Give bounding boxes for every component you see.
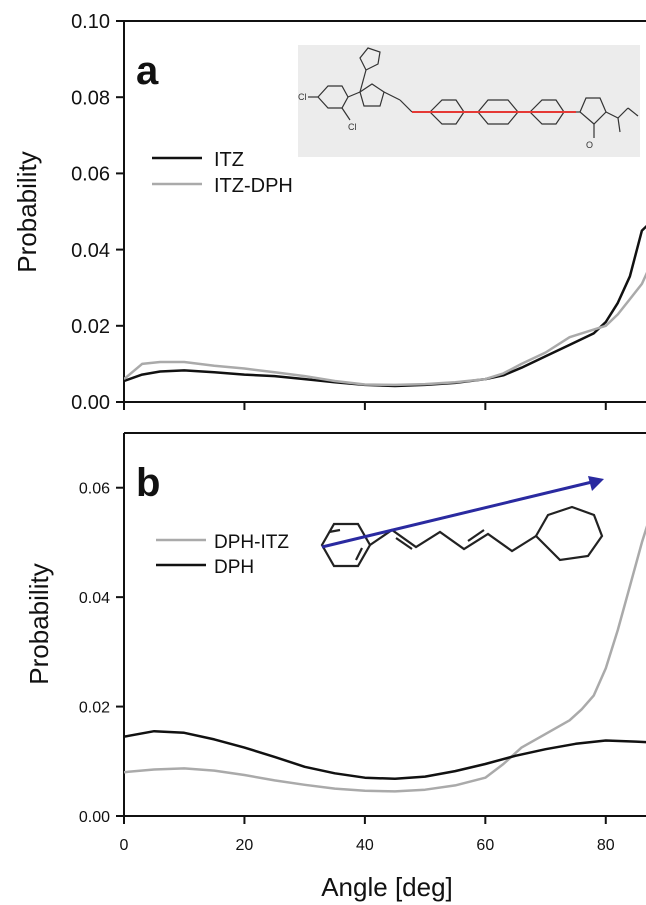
- y-tick-label: 0.04: [71, 240, 110, 262]
- series-line-dph-itz: [124, 525, 646, 793]
- dph-hexatriene-chain: [369, 528, 537, 553]
- y-tick-label: 0.08: [71, 87, 110, 109]
- series-line-dph: [124, 729, 646, 781]
- legend-label-dph-itz: DPH-ITZ: [214, 532, 289, 553]
- y-tick-label: 0.00: [79, 809, 110, 826]
- y-tick-label: 0.06: [79, 480, 110, 497]
- triazole-ring-top: [359, 47, 381, 71]
- dph-vector-arrowhead: [588, 476, 604, 491]
- panel-b-data-lines: [124, 525, 646, 793]
- itz-structure-inset: Cl Cl O: [298, 45, 640, 157]
- panel-a-legend: ITZ ITZ-DPH: [152, 149, 293, 197]
- panel-b-letter: b: [136, 461, 160, 505]
- series-line-itz: [124, 224, 646, 388]
- dph-phenyl-ring-right: [534, 505, 604, 562]
- panel-a-y-ticks: 0.00 0.02 0.04 0.06 0.08 0.10: [71, 11, 124, 414]
- legend-label-itz: ITZ: [214, 149, 244, 171]
- x-tick-label: 80: [597, 837, 615, 854]
- oxygen-atom-label: O: [586, 140, 593, 150]
- y-tick-label: 0.04: [79, 590, 110, 607]
- dioxolane-ring: [359, 83, 385, 107]
- chlorine-atom-label-1: Cl: [298, 92, 307, 102]
- itz-inset-background: [298, 45, 640, 157]
- dph-structure-inset: [320, 476, 604, 568]
- panel-b-x-ticks: 0 20 40 60 80: [120, 816, 615, 854]
- x-tick-label: 60: [476, 837, 494, 854]
- panel-a-data-lines: [124, 224, 646, 388]
- panel-b-y-ticks: 0.00 0.02 0.04 0.06: [79, 480, 124, 826]
- legend-label-dph: DPH: [214, 557, 254, 578]
- y-tick-label: 0.00: [71, 392, 110, 414]
- chlorine-atom-label-2: Cl: [348, 122, 357, 132]
- panel-b-y-axis-label: Probability: [24, 563, 54, 684]
- y-tick-label: 0.02: [71, 316, 110, 338]
- y-tick-label: 0.02: [79, 699, 110, 716]
- panel-b-legend: DPH-ITZ DPH: [156, 532, 289, 578]
- y-tick-label: 0.06: [71, 164, 110, 186]
- x-tick-label: 40: [356, 837, 374, 854]
- triazolone-ring: [579, 97, 607, 125]
- y-tick-label: 0.10: [71, 11, 110, 33]
- panel-b: 0.00 0.02 0.04 0.06 0 20 40 60 80 b Probability…: [24, 432, 646, 854]
- panel-a-x-ticks: [123, 402, 607, 410]
- x-tick-label: 0: [120, 837, 129, 854]
- x-tick-label: 20: [236, 837, 254, 854]
- panel-a: 0.00 0.02 0.04 0.06 0.08 0.10 a Probability I…: [12, 11, 646, 414]
- x-axis-label: Angle [deg]: [321, 872, 453, 902]
- panel-a-y-axis-label: Probability: [12, 151, 42, 272]
- legend-label-itz-dph: ITZ-DPH: [214, 175, 293, 197]
- series-line-itz-dph: [124, 271, 646, 387]
- dph-long-axis-vector: [321, 480, 593, 549]
- panel-a-letter: a: [136, 49, 159, 93]
